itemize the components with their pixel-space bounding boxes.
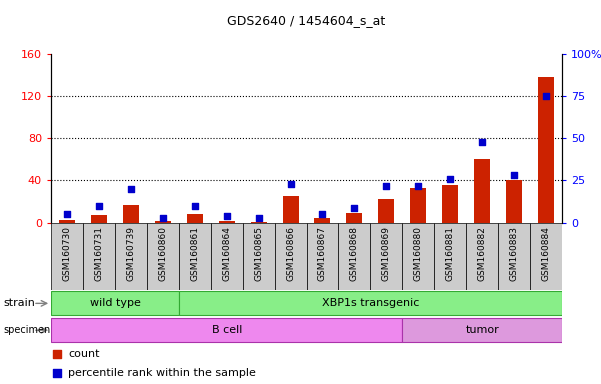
Point	[541, 93, 551, 99]
Bar	[51, 318, 402, 343]
Point	[285, 181, 295, 187]
Text: specimen: specimen	[3, 325, 50, 335]
Bar	[530, 223, 562, 290]
Point	[413, 182, 423, 189]
Text: GSM160864: GSM160864	[222, 226, 231, 281]
Bar	[59, 220, 75, 223]
Text: wild type: wild type	[90, 298, 141, 308]
Point	[445, 176, 455, 182]
Text: strain: strain	[3, 298, 35, 308]
Bar	[379, 200, 394, 223]
Text: GSM160860: GSM160860	[158, 226, 167, 281]
Bar	[474, 159, 490, 223]
Point	[477, 139, 487, 145]
Bar	[402, 318, 562, 343]
Bar	[370, 223, 402, 290]
Bar	[282, 196, 299, 223]
Point	[382, 182, 391, 189]
Bar	[410, 188, 426, 223]
Point	[63, 211, 72, 217]
Bar	[91, 215, 107, 223]
Bar	[466, 223, 498, 290]
Bar	[147, 223, 179, 290]
Text: GSM160730: GSM160730	[63, 226, 72, 281]
Text: GSM160869: GSM160869	[382, 226, 391, 281]
Point	[190, 203, 200, 209]
Bar	[506, 180, 522, 223]
Text: GSM160867: GSM160867	[318, 226, 327, 281]
Text: GSM160861: GSM160861	[191, 226, 200, 281]
Bar	[498, 223, 530, 290]
Text: GSM160880: GSM160880	[413, 226, 423, 281]
Text: B cell: B cell	[212, 325, 242, 335]
Bar	[83, 223, 115, 290]
Bar	[51, 291, 179, 316]
Bar	[51, 223, 83, 290]
Text: GSM160881: GSM160881	[446, 226, 455, 281]
Text: GSM160739: GSM160739	[126, 226, 135, 281]
Point	[52, 370, 62, 376]
Point	[509, 172, 519, 179]
Point	[350, 204, 359, 210]
Text: GSM160882: GSM160882	[478, 226, 487, 281]
Text: GSM160731: GSM160731	[94, 226, 103, 281]
Point	[52, 351, 62, 357]
Text: GSM160868: GSM160868	[350, 226, 359, 281]
Point	[158, 215, 168, 221]
Bar	[307, 223, 338, 290]
Text: GSM160883: GSM160883	[510, 226, 519, 281]
Bar	[243, 223, 275, 290]
Bar	[123, 205, 139, 223]
Point	[318, 211, 328, 217]
Text: tumor: tumor	[465, 325, 499, 335]
Bar	[219, 220, 234, 223]
Bar	[115, 223, 147, 290]
Text: GDS2640 / 1454604_s_at: GDS2640 / 1454604_s_at	[227, 14, 386, 27]
Text: count: count	[68, 349, 99, 359]
Bar	[538, 77, 554, 223]
Bar	[187, 214, 203, 223]
Text: XBP1s transgenic: XBP1s transgenic	[322, 298, 419, 308]
Bar	[155, 220, 171, 223]
Bar	[251, 222, 267, 223]
Bar	[402, 223, 435, 290]
Point	[254, 215, 263, 221]
Bar	[211, 223, 243, 290]
Point	[94, 203, 104, 209]
Bar	[314, 218, 331, 223]
Text: percentile rank within the sample: percentile rank within the sample	[68, 368, 256, 378]
Bar	[179, 291, 562, 316]
Text: GSM160866: GSM160866	[286, 226, 295, 281]
Bar	[434, 223, 466, 290]
Text: GSM160865: GSM160865	[254, 226, 263, 281]
Point	[222, 213, 231, 219]
Bar	[275, 223, 307, 290]
Text: GSM160884: GSM160884	[542, 226, 551, 281]
Bar	[442, 185, 458, 223]
Bar	[179, 223, 211, 290]
Bar	[346, 213, 362, 223]
Bar	[338, 223, 370, 290]
Point	[126, 186, 136, 192]
